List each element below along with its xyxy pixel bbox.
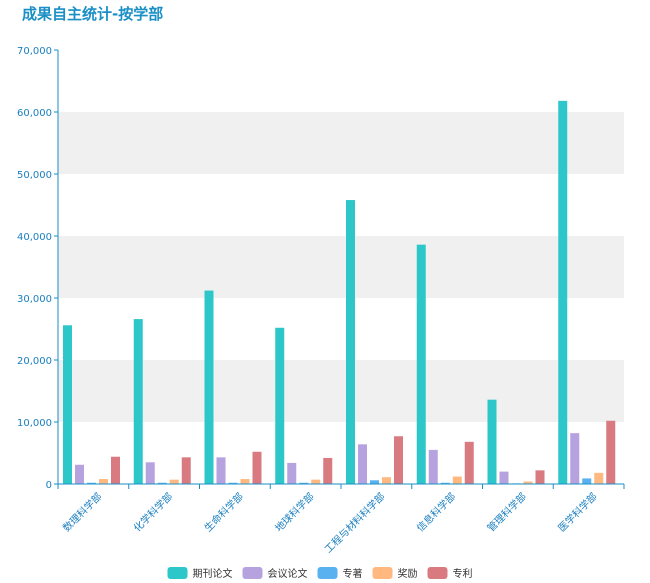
- legend-item-奖励[interactable]: 奖励: [372, 567, 418, 580]
- chart-title: 成果自主统计-按学部: [22, 5, 164, 23]
- bar-期刊论文-化学科学部[interactable]: [133, 319, 143, 484]
- y-tick-label: 50,000: [17, 170, 52, 181]
- bar-奖励-管理科学部[interactable]: [523, 481, 533, 484]
- bar-会议论文-生命科学部[interactable]: [216, 457, 226, 484]
- x-tick-label: 信息科学部: [414, 490, 459, 535]
- legend-label: 专著: [343, 567, 363, 580]
- bar-会议论文-工程与材料科学部[interactable]: [358, 444, 367, 484]
- bar-会议论文-数理科学部[interactable]: [75, 464, 84, 484]
- bars: [63, 100, 616, 485]
- bar-期刊论文-数理科学部[interactable]: [63, 325, 72, 484]
- bar-奖励-信息科学部[interactable]: [452, 476, 462, 484]
- legend-swatch: [242, 567, 263, 579]
- x-tick-label: 管理科学部: [484, 490, 529, 535]
- legend-item-专利[interactable]: 专利: [427, 567, 473, 580]
- grid-band: [58, 112, 624, 174]
- bar-专利-数理科学部[interactable]: [111, 456, 120, 484]
- x-tick-label: 地球科学部: [272, 490, 317, 535]
- bar-会议论文-地球科学部[interactable]: [287, 462, 297, 484]
- bar-专利-化学科学部[interactable]: [181, 457, 191, 484]
- bar-奖励-工程与材料科学部[interactable]: [382, 477, 391, 484]
- x-axis: 数理科学部 化学科学部 生命科学部 地球科学部 工程与材料科学部 信息科学部 管理科学部 医学…: [57, 483, 625, 556]
- bar-奖励-生命科学部[interactable]: [240, 479, 250, 484]
- legend-swatch: [317, 567, 338, 579]
- bar-专著-地球科学部[interactable]: [299, 482, 309, 484]
- x-tick-label: 工程与材料科学部: [322, 490, 388, 556]
- legend-swatch: [167, 567, 188, 579]
- x-tick-label: 化学科学部: [131, 490, 176, 535]
- bar-期刊论文-信息科学部[interactable]: [416, 244, 426, 484]
- bar-会议论文-管理科学部[interactable]: [499, 471, 509, 484]
- legend-label: 奖励: [398, 567, 418, 580]
- bar-奖励-数理科学部[interactable]: [99, 479, 108, 484]
- y-tick-label: 0: [46, 480, 52, 491]
- bar-专著-数理科学部[interactable]: [87, 482, 96, 484]
- legend-label: 会议论文: [268, 567, 308, 580]
- y-axis: 0 10,000 20,000 30,000 40,000 50,000 60,000 70,…: [17, 46, 59, 491]
- bar-期刊论文-管理科学部[interactable]: [487, 399, 497, 484]
- legend-swatch: [372, 567, 393, 579]
- legend-label: 专利: [453, 567, 473, 580]
- grid-band: [58, 298, 624, 360]
- y-tick-label: 30,000: [17, 294, 52, 305]
- grid-band: [58, 174, 624, 236]
- y-tick-label: 70,000: [17, 46, 52, 57]
- y-tick-label: 10,000: [17, 418, 52, 429]
- grid-band: [58, 50, 624, 112]
- bar-会议论文-医学科学部[interactable]: [570, 433, 580, 484]
- x-tick-label: 数理科学部: [60, 490, 105, 535]
- bar-专著-医学科学部[interactable]: [582, 478, 592, 484]
- bar-会议论文-信息科学部[interactable]: [428, 449, 438, 484]
- bar-期刊论文-医学科学部[interactable]: [558, 100, 568, 484]
- bar-期刊论文-工程与材料科学部[interactable]: [346, 200, 355, 485]
- grid-band: [58, 360, 624, 422]
- bar-专著-化学科学部[interactable]: [157, 482, 167, 484]
- bar-期刊论文-生命科学部[interactable]: [204, 290, 214, 484]
- bar-专著-信息科学部[interactable]: [440, 482, 450, 484]
- bar-专著-工程与材料科学部[interactable]: [370, 480, 379, 484]
- x-tick-label: 医学科学部: [555, 490, 600, 535]
- bar-专利-地球科学部[interactable]: [323, 457, 333, 484]
- bar-奖励-地球科学部[interactable]: [311, 479, 321, 484]
- bar-会议论文-化学科学部[interactable]: [145, 462, 155, 484]
- bar-专著-生命科学部[interactable]: [228, 482, 238, 484]
- bar-专利-管理科学部[interactable]: [535, 470, 545, 484]
- bar-奖励-医学科学部[interactable]: [594, 472, 604, 484]
- grid-band: [58, 236, 624, 298]
- bar-专利-生命科学部[interactable]: [252, 451, 262, 484]
- legend-label: 期刊论文: [193, 567, 233, 580]
- grid-bands: [58, 50, 624, 484]
- legend-item-会议论文[interactable]: 会议论文: [242, 567, 308, 580]
- legend-item-期刊论文[interactable]: 期刊论文: [167, 567, 233, 580]
- bar-奖励-化学科学部[interactable]: [169, 479, 179, 484]
- y-tick-label: 20,000: [17, 356, 52, 367]
- y-tick-label: 60,000: [17, 108, 52, 119]
- bar-专利-信息科学部[interactable]: [464, 441, 474, 484]
- legend: 期刊论文 会议论文 专著 奖励 专利: [167, 567, 473, 580]
- legend-item-专著[interactable]: 专著: [317, 567, 363, 580]
- bar-专利-医学科学部[interactable]: [606, 420, 616, 484]
- legend-swatch: [427, 567, 448, 579]
- x-tick-label: 生命科学部: [201, 490, 246, 535]
- bar-专利-工程与材料科学部[interactable]: [394, 436, 403, 484]
- y-tick-label: 40,000: [17, 232, 52, 243]
- bar-期刊论文-地球科学部[interactable]: [275, 327, 285, 484]
